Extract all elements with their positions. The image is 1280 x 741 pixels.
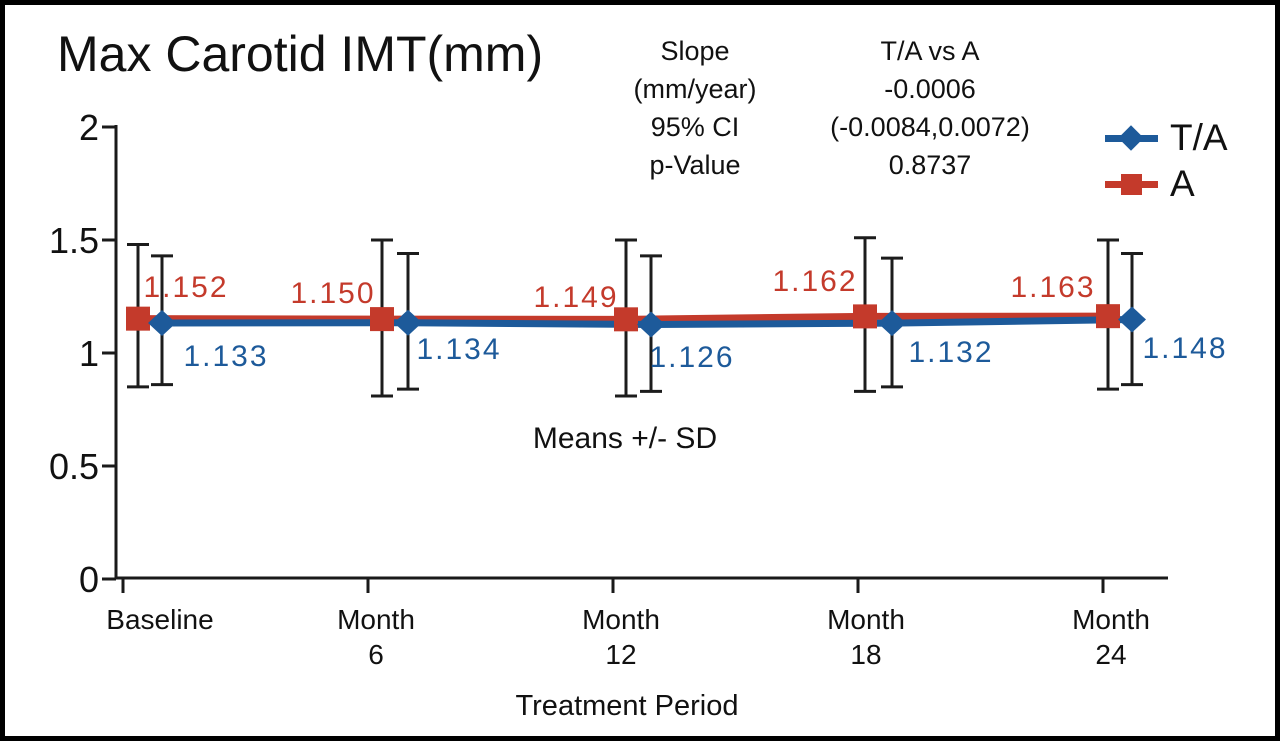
plot-area: 0 0.5 1 1.5 2 Baseline Month 6 Month 12 Month 18 Mon…: [49, 107, 1227, 670]
stats-value-ci: (-0.0084,0.0072): [830, 112, 1030, 142]
data-label: 1.126: [649, 341, 734, 374]
stats-label-slope: Slope: [660, 36, 730, 66]
stats-value-slope: -0.0006: [884, 74, 976, 104]
data-label: 1.132: [908, 336, 993, 369]
means-sd-note: Means +/- SD: [532, 422, 718, 455]
marker-square: [1096, 304, 1120, 329]
y-tick-label: 1: [79, 333, 99, 374]
stats-values-column: T/A vs A -0.0006 (-0.0084,0.0072) 0.8737: [795, 32, 1065, 184]
x-tick-label: Month: [337, 604, 415, 635]
square-marker-icon: [1121, 174, 1142, 195]
x-tick-label: Month: [582, 604, 660, 635]
a-line-swatch: [1105, 174, 1158, 195]
marker-diamond: [394, 309, 422, 336]
legend-label-ta: T/A: [1170, 117, 1228, 158]
legend: T/A A: [1105, 115, 1228, 207]
marker-diamond: [878, 310, 906, 337]
y-tick-label: 2: [79, 107, 99, 148]
stats-value-pvalue: 0.8737: [888, 150, 972, 180]
data-label: 1.152: [143, 271, 228, 304]
y-tick-label: 0.5: [49, 446, 99, 487]
chart-title: Max Carotid IMT(mm): [57, 26, 544, 82]
stats-labels-column: Slope (mm/year) 95% CI p-Value: [595, 32, 795, 184]
stats-label-units: (mm/year): [633, 74, 757, 104]
x-tick-label: Month: [1072, 604, 1150, 635]
marker-square: [614, 307, 638, 332]
marker-diamond: [148, 309, 176, 336]
marker-square: [370, 307, 394, 332]
x-tick-label: 24: [1095, 639, 1126, 670]
stats-value-comparison: T/A vs A: [880, 36, 980, 66]
marker-diamond: [637, 311, 665, 338]
marker-square: [126, 306, 150, 331]
x-tick-label: 18: [850, 639, 881, 670]
data-label: 1.163: [1010, 271, 1095, 304]
legend-item-ta: T/A: [1105, 115, 1228, 161]
x-tick-label: Baseline: [106, 604, 213, 635]
x-tick-label: 12: [605, 639, 636, 670]
stats-label-ci: 95% CI: [650, 112, 740, 142]
x-tick-label: Month: [827, 604, 905, 635]
marker-diamond: [1118, 306, 1146, 333]
data-label: 1.148: [1142, 332, 1227, 365]
data-label: 1.133: [183, 340, 268, 373]
marker-square: [853, 304, 877, 329]
x-axis-title: Treatment Period: [515, 690, 739, 722]
legend-item-a: A: [1105, 161, 1228, 207]
ta-line-swatch: [1105, 125, 1158, 151]
data-label: 1.149: [533, 281, 618, 314]
data-label: 1.150: [290, 277, 375, 310]
y-tick-label: 0: [79, 559, 99, 600]
y-tick-label: 1.5: [49, 220, 99, 261]
data-label: 1.134: [416, 333, 501, 366]
legend-label-a: A: [1170, 163, 1195, 204]
data-label: 1.162: [772, 265, 857, 298]
x-tick-label: 6: [368, 639, 384, 670]
stats-label-pvalue: p-Value: [649, 150, 741, 180]
